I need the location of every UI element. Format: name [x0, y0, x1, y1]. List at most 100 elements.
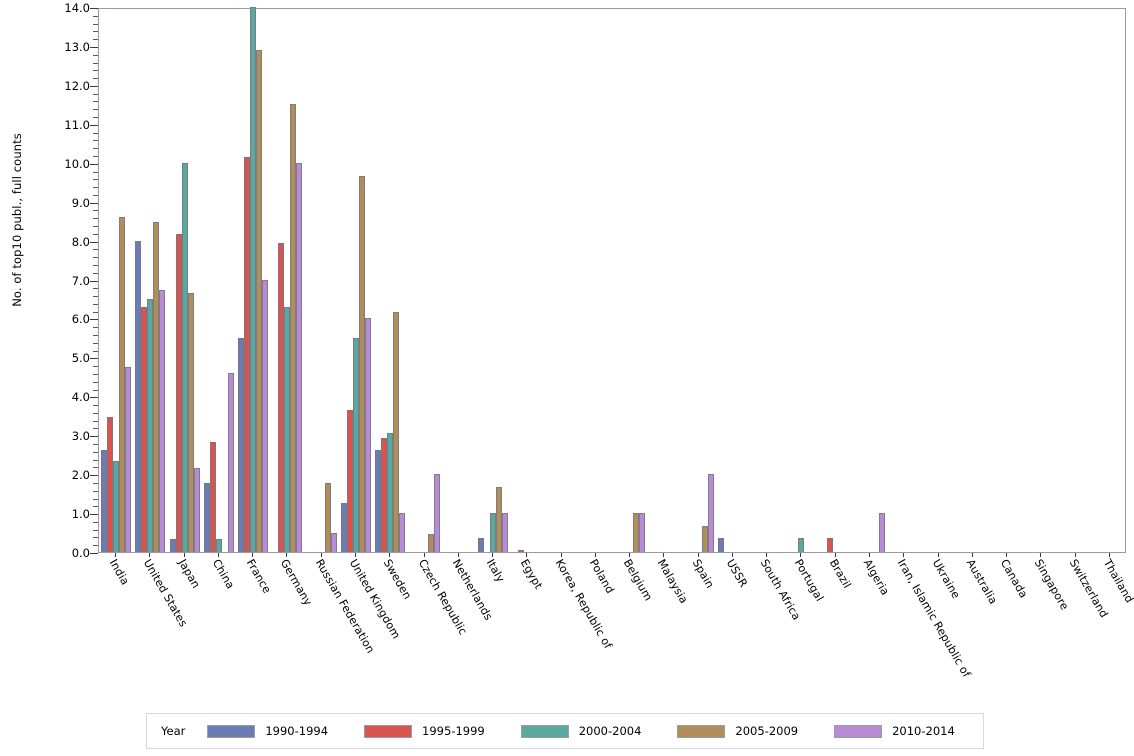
y-axis-minor-tick	[93, 529, 98, 531]
x-axis-tick-mark	[1074, 553, 1076, 557]
bar[interactable]	[717, 538, 724, 552]
bar[interactable]	[387, 433, 394, 552]
x-axis-tick-label: Iran, Islamic Republic of	[895, 557, 974, 680]
bar[interactable]	[518, 550, 525, 552]
bar[interactable]	[135, 240, 142, 552]
bar[interactable]	[633, 513, 640, 552]
y-axis-minor-tick	[93, 342, 98, 344]
y-axis-tick-label: 11.0	[64, 117, 90, 132]
bar[interactable]	[359, 175, 365, 552]
bar[interactable]	[125, 367, 132, 552]
bar[interactable]	[159, 290, 166, 552]
x-axis-tick-mark	[355, 553, 356, 557]
legend-item[interactable]: 1995-1999	[364, 724, 485, 738]
bar[interactable]	[153, 221, 160, 552]
legend-item[interactable]: 2005-2009	[677, 724, 798, 738]
bar[interactable]	[209, 441, 216, 552]
x-axis-tick-mark	[697, 553, 699, 557]
bar[interactable]	[365, 318, 371, 552]
x-axis-tick-mark	[252, 553, 254, 557]
bar[interactable]	[250, 7, 257, 552]
y-axis-minor-tick	[93, 140, 98, 142]
bar[interactable]	[203, 482, 210, 552]
bar[interactable]	[478, 538, 485, 552]
bar[interactable]	[381, 437, 388, 552]
bar[interactable]	[427, 533, 434, 552]
bar[interactable]	[101, 450, 108, 552]
bar[interactable]	[798, 538, 805, 552]
bar[interactable]	[399, 513, 406, 552]
bar[interactable]	[147, 298, 154, 552]
bar[interactable]	[141, 306, 148, 552]
bar-group	[821, 9, 851, 552]
bar[interactable]	[262, 279, 269, 552]
bar[interactable]	[238, 337, 245, 552]
bar[interactable]	[502, 513, 509, 552]
bar-group	[752, 9, 782, 552]
x-axis-tick-label: Portugal	[792, 557, 827, 604]
bar[interactable]	[353, 337, 359, 552]
x-axis-tick-mark	[663, 553, 665, 557]
bar[interactable]	[375, 450, 382, 552]
bar[interactable]	[341, 502, 347, 552]
x-axis-tick-label: Italy	[483, 557, 508, 585]
y-axis-minor-tick	[93, 23, 98, 25]
bar[interactable]	[107, 416, 114, 552]
y-axis-minor-tick	[93, 218, 98, 220]
x-axis-tick-mark	[423, 553, 425, 557]
y-axis-minor-tick	[93, 389, 98, 391]
x-axis-tick-label: USSR	[723, 557, 750, 590]
y-axis-tick-label: 7.0	[71, 273, 90, 288]
y-axis-minor-tick	[93, 420, 98, 422]
x-axis-tick-label: Malaysia	[655, 557, 691, 606]
bar[interactable]	[433, 474, 440, 552]
legend-item[interactable]: 2000-2004	[520, 724, 641, 738]
y-axis-tick-mark	[90, 163, 98, 165]
bar[interactable]	[490, 513, 497, 552]
bar[interactable]	[639, 513, 646, 552]
bar[interactable]	[393, 311, 400, 552]
bar[interactable]	[330, 532, 337, 552]
x-axis-tick-mark	[286, 553, 288, 557]
bar[interactable]	[175, 233, 182, 552]
legend-item[interactable]: 1990-1994	[207, 724, 328, 738]
bar[interactable]	[169, 539, 176, 552]
x-axis-tick-label: Ukraine	[929, 557, 963, 601]
x-axis-tick-label: Spain	[689, 557, 717, 591]
y-axis-minor-tick	[93, 179, 98, 181]
bar[interactable]	[278, 242, 285, 552]
y-axis-tick-label: 1.0	[71, 507, 90, 522]
bar[interactable]	[215, 539, 222, 552]
bar[interactable]	[227, 372, 234, 552]
bar[interactable]	[244, 156, 251, 552]
x-axis-tick-mark	[526, 553, 528, 557]
legend-label: 1990-1994	[265, 724, 329, 738]
bar[interactable]	[284, 306, 291, 552]
bar[interactable]	[193, 468, 200, 552]
y-axis-tick-label: 9.0	[71, 195, 90, 210]
bar[interactable]	[187, 293, 194, 552]
y-axis-minor-tick	[93, 428, 98, 430]
bar[interactable]	[256, 49, 263, 552]
bar[interactable]	[113, 461, 120, 552]
bar[interactable]	[290, 104, 297, 552]
x-axis-tick-mark	[115, 553, 117, 557]
bar[interactable]	[296, 162, 303, 552]
bar[interactable]	[707, 474, 714, 552]
x-axis-tick-mark	[937, 553, 939, 557]
bar[interactable]	[879, 513, 885, 552]
legend-item[interactable]: 2010-2014	[834, 724, 955, 738]
bar[interactable]	[347, 409, 353, 552]
y-axis-tick-mark	[90, 241, 98, 243]
y-axis-tick-label: 6.0	[71, 312, 90, 327]
bar[interactable]	[496, 487, 503, 552]
bar-group	[512, 9, 542, 552]
bar[interactable]	[701, 525, 708, 552]
bar-group	[889, 9, 919, 552]
bar[interactable]	[826, 538, 833, 552]
bar[interactable]	[324, 482, 331, 552]
bar[interactable]	[181, 162, 188, 552]
x-axis-tick-mark	[1006, 553, 1008, 557]
bar[interactable]	[119, 217, 126, 552]
